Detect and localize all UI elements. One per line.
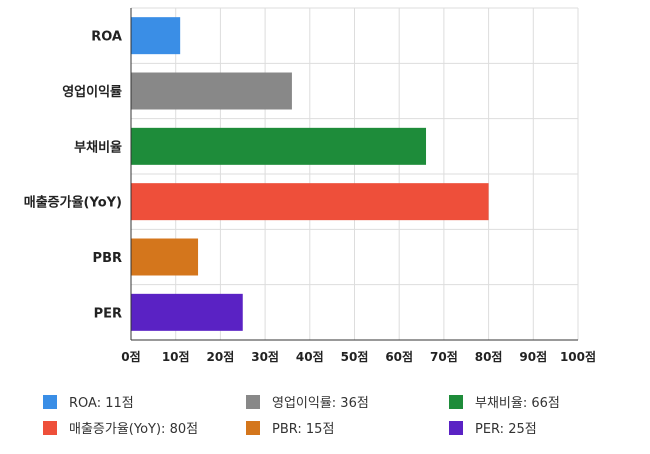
category-label: PER	[94, 306, 122, 321]
legend-label: PBR: 15점	[272, 422, 334, 437]
x-tick-label: 30점	[251, 349, 279, 364]
category-label: PBR	[93, 251, 122, 266]
x-tick-label: 80점	[475, 349, 503, 364]
x-tick-label: 60점	[385, 349, 413, 364]
legend-label: 부채비율: 66점	[475, 396, 560, 411]
bar-4	[131, 183, 489, 221]
x-tick-label: 40점	[296, 349, 324, 364]
x-tick-label: 90점	[519, 349, 547, 364]
legend-label: PER: 25점	[475, 422, 537, 437]
bar-2	[131, 72, 292, 110]
bar-3	[131, 127, 427, 165]
category-label: 영업이익률	[62, 84, 122, 100]
legend-swatch	[43, 421, 57, 435]
category-label: ROA	[91, 30, 122, 45]
legend-swatch	[246, 421, 260, 435]
x-tick-label: 20점	[207, 349, 235, 364]
x-tick-label: 10점	[162, 349, 190, 364]
bar-1	[131, 17, 181, 55]
x-tick-label: 100점	[560, 349, 596, 364]
category-label: 부채비율	[74, 139, 122, 155]
bar-6	[131, 293, 243, 331]
x-tick-label: 70점	[430, 349, 458, 364]
x-tick-label: 50점	[341, 349, 369, 364]
legend-swatch	[449, 421, 463, 435]
legend-label: ROA: 11점	[69, 396, 134, 411]
category-label: 매출증가율(YoY)	[24, 195, 122, 211]
bar-5	[131, 238, 199, 276]
legend-label: 영업이익률: 36점	[272, 396, 369, 411]
x-tick-label: 0점	[121, 349, 140, 364]
legend-label: 매출증가율(YoY): 80점	[69, 422, 198, 437]
legend-swatch	[449, 395, 463, 409]
legend-swatch	[43, 395, 57, 409]
legend-swatch	[246, 395, 260, 409]
